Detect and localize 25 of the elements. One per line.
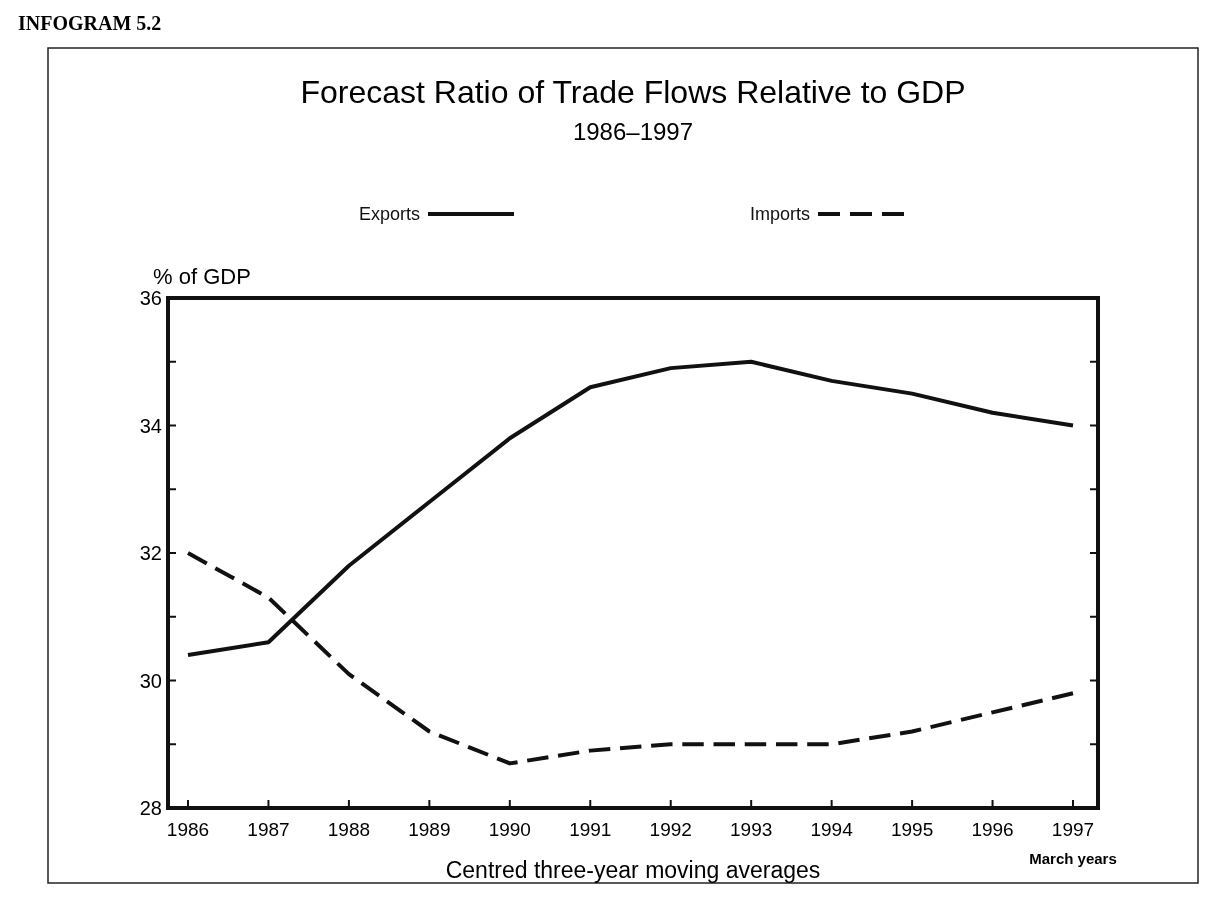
legend-label: Imports	[749, 204, 810, 224]
y-tick-label: 28	[139, 797, 162, 819]
legend-label: Exports	[358, 204, 420, 224]
y-tick-label: 36	[139, 287, 162, 309]
x-tick-label: 1995	[890, 819, 934, 840]
x-tick-label: 1991	[569, 819, 612, 840]
x-tick-label: 1994	[810, 819, 854, 840]
x-tick-label: 1996	[971, 819, 1014, 840]
x-tick-label: 1986	[166, 819, 210, 840]
text: INFOGRAM 5.2	[18, 12, 162, 34]
y-tick-label: 30	[139, 669, 162, 692]
x-axis-title: Centred three-year moving averages	[445, 857, 821, 883]
chart-title: Forecast Ratio of Trade Flows Relative to GDP	[300, 74, 966, 110]
x-tick-label: 1987	[247, 819, 290, 840]
x-tick-label: 1990	[488, 819, 531, 840]
y-axis-title: % of GDP	[153, 264, 251, 289]
x-tick-label: 1988	[327, 819, 371, 840]
x-tick-label: 1997	[1051, 819, 1095, 840]
x-tick-label: 1989	[408, 819, 451, 840]
text: March years	[1029, 850, 1117, 867]
x-tick-label: 1993	[730, 819, 773, 840]
y-tick-label: 32	[139, 542, 162, 564]
x-tick-label: 1992	[649, 819, 692, 840]
chart-subtitle: 1986–1997	[572, 118, 694, 145]
y-tick-label: 34	[139, 414, 162, 437]
